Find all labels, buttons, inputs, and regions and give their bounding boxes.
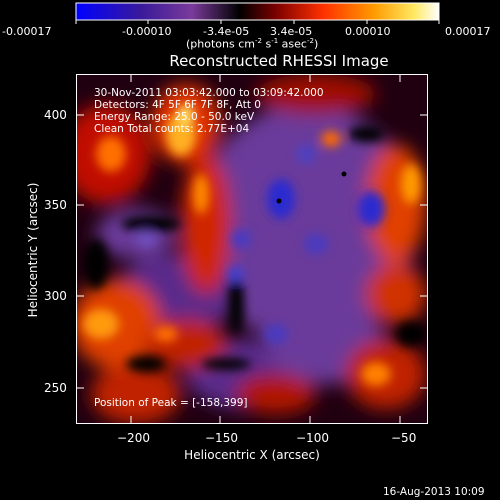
x-tick-label-2: −150	[205, 431, 238, 445]
colorbar	[75, 2, 440, 21]
rhessi-image	[76, 74, 428, 424]
axis-ticks	[76, 74, 428, 424]
colorbar-tick-5: 0.00010	[345, 25, 391, 38]
colorbar-svg	[75, 2, 440, 24]
colorbar-unit-label: (photons cm-2 s-1 asec-2)	[186, 37, 319, 51]
y-tick-label-1: 400	[44, 108, 67, 122]
colorbar-tick-2: -0.00010	[122, 25, 172, 38]
colorbar-ticks	[75, 20, 440, 24]
colorbar-tick-1: -0.00017	[2, 25, 52, 38]
plot-title: Reconstructed RHESSI Image	[169, 52, 389, 70]
annotation-line-counts: Clean Total counts: 2.77E+04	[94, 123, 250, 135]
annotation-line-energy: Energy Range: 25.0 - 50.0 keV	[94, 111, 255, 123]
y-tick-label-4: 250	[44, 381, 67, 395]
annotation-line-time: 30-Nov-2011 03:03:42.000 to 03:09:42.000	[94, 87, 324, 99]
x-tick-label-1: −200	[117, 431, 150, 445]
y-tick-label-3: 300	[44, 289, 67, 303]
annotation-line-detectors: Detectors: 4F 5F 6F 7F 8F, Att 0	[94, 99, 261, 111]
y-axis-label: Heliocentric Y (arcsec)	[26, 182, 40, 318]
colorbar-tick-6: 0.00017	[445, 25, 491, 38]
x-tick-label-3: −100	[296, 431, 329, 445]
y-tick-label-2: 350	[44, 198, 67, 212]
colorbar-tick-3: -3.4e-05	[203, 25, 250, 38]
annotation-block: 30-Nov-2011 03:03:42.000 to 03:09:42.000…	[94, 87, 324, 135]
x-axis-label: Heliocentric X (arcsec)	[184, 448, 320, 462]
x-tick-label-4: −50	[391, 431, 417, 445]
colorbar-tick-4: 3.4e-05	[270, 25, 313, 38]
footer-date: 16-Aug-2013 10:09	[383, 486, 485, 498]
peak-position-label: Position of Peak = [-158,399]	[94, 397, 248, 409]
